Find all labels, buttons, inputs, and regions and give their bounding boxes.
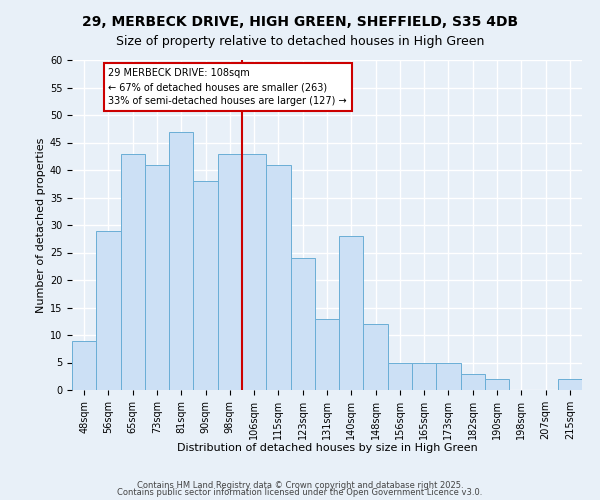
Bar (193, 181, 218, 390)
Text: Contains HM Land Registry data © Crown copyright and database right 2025.: Contains HM Land Registry data © Crown c… (137, 480, 463, 490)
Text: 29 MERBECK DRIVE: 108sqm
← 67% of detached houses are smaller (263)
33% of semi-: 29 MERBECK DRIVE: 108sqm ← 67% of detach… (109, 68, 347, 106)
Bar (145, 164, 169, 390)
Bar (461, 374, 485, 390)
Bar (218, 154, 242, 390)
Bar (412, 362, 436, 390)
Bar (169, 132, 193, 390)
Bar (266, 164, 290, 390)
Text: Contains public sector information licensed under the Open Government Licence v3: Contains public sector information licen… (118, 488, 482, 497)
Y-axis label: Number of detached properties: Number of detached properties (35, 138, 46, 312)
Bar (364, 324, 388, 390)
Bar (436, 362, 461, 390)
Bar (558, 379, 582, 390)
Bar (72, 340, 96, 390)
Bar (121, 154, 145, 390)
Bar (315, 318, 339, 390)
Bar (96, 230, 121, 390)
Bar (485, 379, 509, 390)
Text: 29, MERBECK DRIVE, HIGH GREEN, SHEFFIELD, S35 4DB: 29, MERBECK DRIVE, HIGH GREEN, SHEFFIELD… (82, 15, 518, 29)
Bar (290, 258, 315, 390)
Bar (339, 236, 364, 390)
Bar (242, 154, 266, 390)
Bar (388, 362, 412, 390)
X-axis label: Distribution of detached houses by size in High Green: Distribution of detached houses by size … (176, 444, 478, 454)
Text: Size of property relative to detached houses in High Green: Size of property relative to detached ho… (116, 35, 484, 48)
